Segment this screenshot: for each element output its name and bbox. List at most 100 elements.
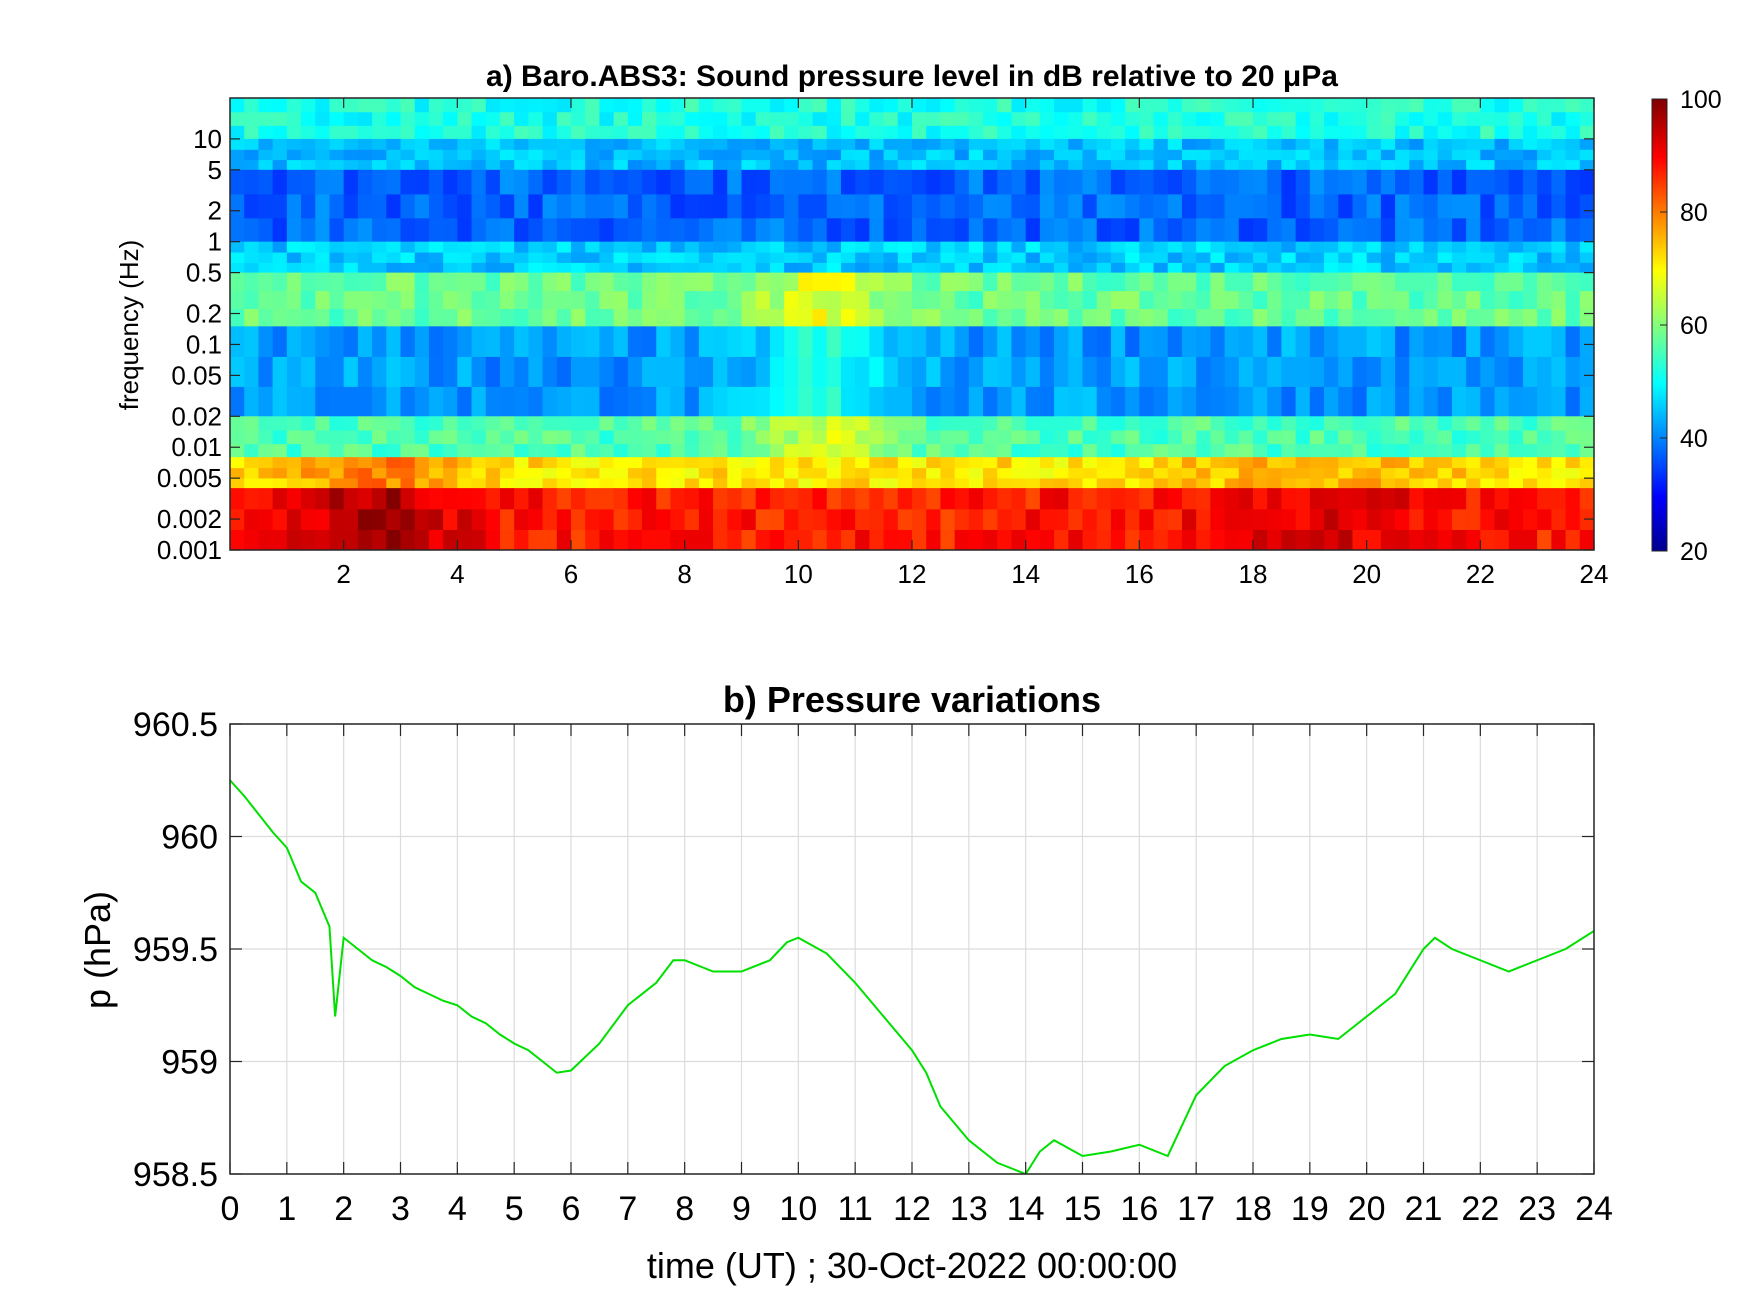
heatmap-cell <box>968 193 984 219</box>
heatmap-cell <box>940 217 956 243</box>
heatmap-cell <box>457 149 473 161</box>
heatmap-cell <box>1011 272 1027 292</box>
heatmap-cell <box>1352 169 1368 195</box>
heatmap-cell <box>457 386 473 417</box>
heatmap-cell <box>1281 416 1297 431</box>
heatmap-cell <box>1309 508 1325 530</box>
heatmap-cell <box>627 467 643 479</box>
heatmap-cell <box>414 98 430 113</box>
heatmap-cell <box>741 251 757 263</box>
heatmap-cell <box>1565 111 1581 126</box>
heatmap-cell <box>400 125 416 140</box>
heatmap-cell <box>471 488 487 510</box>
heatmap-cell <box>983 138 998 150</box>
heatmap-cell <box>954 290 970 310</box>
heatmap-cell <box>698 98 714 113</box>
heatmap-cell <box>286 416 302 431</box>
heatmap-cell <box>1494 443 1510 458</box>
heatmap-cell <box>755 443 771 458</box>
heatmap-cell <box>414 477 430 489</box>
heatmap-cell <box>1139 272 1155 292</box>
heatmap-cell <box>258 529 274 550</box>
heatmap-cell <box>372 138 387 150</box>
heatmap-cell <box>1039 467 1055 479</box>
heatmap-cell <box>1025 290 1041 310</box>
heatmap-cell <box>1181 308 1197 327</box>
heatmap-cell <box>1437 488 1453 510</box>
heatmap-cell <box>571 217 586 243</box>
heatmap-cell <box>1409 529 1425 550</box>
heatmap-cell <box>1437 326 1453 357</box>
heatmap-cell <box>1579 467 1594 479</box>
heatmap-cell <box>585 386 601 417</box>
heatmap-cell <box>798 429 814 445</box>
heatmap-cell <box>1309 416 1325 431</box>
heatmap-cell <box>1522 272 1538 292</box>
heatmap-cell <box>1025 416 1041 431</box>
heatmap-cell <box>244 467 260 479</box>
heatmap-cell <box>784 169 799 195</box>
heatmap-cell <box>855 356 870 387</box>
heatmap-cell <box>1565 386 1581 417</box>
heatmap-cell <box>230 251 245 263</box>
heatmap-cell <box>1153 111 1169 126</box>
heatmap-cell <box>428 138 444 150</box>
heatmap-cell <box>1167 193 1183 219</box>
heatmap-cell <box>926 169 942 195</box>
heatmap-cell <box>926 98 942 113</box>
heatmap-cell <box>428 98 444 113</box>
heatmap-cell <box>840 169 856 195</box>
heatmap-cell <box>954 386 970 417</box>
heatmap-cell <box>1338 457 1354 469</box>
heatmap-cell <box>613 429 629 445</box>
y-tick-label: 959 <box>161 1044 218 1082</box>
heatmap-cell <box>1537 457 1552 469</box>
heatmap-cell <box>528 241 544 253</box>
heatmap-cell <box>1451 272 1467 292</box>
heatmap-cell <box>428 308 444 327</box>
heatmap-cell <box>471 217 487 243</box>
heatmap-cell <box>556 272 572 292</box>
heatmap-cell <box>400 308 416 327</box>
heatmap-cell <box>1324 356 1339 387</box>
heatmap-cell <box>656 467 672 479</box>
heatmap-cell <box>315 138 331 150</box>
heatmap-cell <box>272 125 288 140</box>
heatmap-cell <box>1054 457 1069 469</box>
heatmap-cell <box>769 457 785 469</box>
heatmap-cell <box>1267 251 1283 263</box>
heatmap-cell <box>642 251 657 263</box>
heatmap-cell <box>926 356 942 387</box>
heatmap-cell <box>1167 159 1183 171</box>
heatmap-cell <box>983 217 998 243</box>
heatmap-cell <box>1082 193 1098 219</box>
heatmap-cell <box>855 508 870 530</box>
heatmap-cell <box>784 217 799 243</box>
heatmap-cell <box>329 290 345 310</box>
heatmap-cell <box>1324 326 1339 357</box>
heatmap-cell <box>1054 488 1069 510</box>
heatmap-cell <box>443 488 458 510</box>
heatmap-cell <box>1295 125 1311 140</box>
heatmap-cell <box>1068 193 1084 219</box>
heatmap-cell <box>1196 241 1211 253</box>
heatmap-cell <box>414 251 430 263</box>
heatmap-cell <box>1494 272 1510 292</box>
heatmap-cell <box>1409 290 1425 310</box>
heatmap-cell <box>1522 251 1538 263</box>
heatmap-cell <box>897 149 913 161</box>
heatmap-cell <box>627 111 643 126</box>
heatmap-cell <box>329 262 345 274</box>
heatmap-cell <box>1309 262 1325 274</box>
heatmap-cell <box>1423 457 1439 469</box>
heatmap-cell <box>272 443 288 458</box>
heatmap-cell <box>940 111 956 126</box>
heatmap-cell <box>940 159 956 171</box>
heatmap-cell <box>471 308 487 327</box>
heatmap-cell <box>386 386 402 417</box>
heatmap-cell <box>485 416 501 431</box>
heatmap-cell <box>1125 308 1140 327</box>
heatmap-cell <box>670 508 686 530</box>
heatmap-cell <box>542 159 558 171</box>
heatmap-cell <box>386 251 402 263</box>
